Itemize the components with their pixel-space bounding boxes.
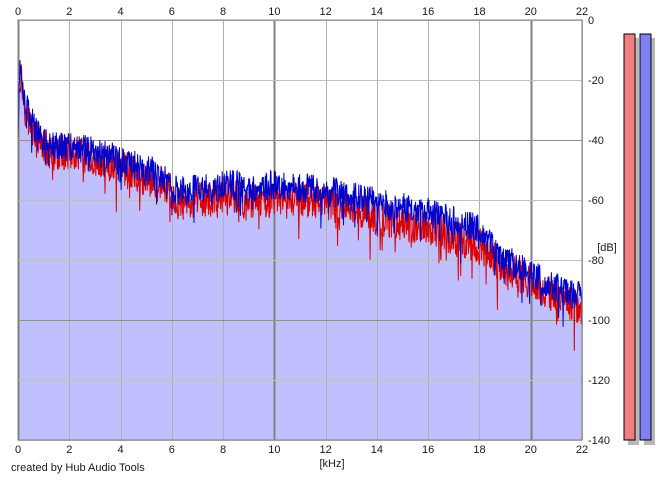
- x-tick-label-bottom-4: 8: [220, 444, 226, 456]
- x-tick-label-top-6: 12: [320, 6, 332, 18]
- x-tick-label-top-5: 10: [268, 6, 280, 18]
- x-tick-label-top-11: 22: [576, 6, 588, 18]
- x-tick-label-top-9: 18: [473, 6, 485, 18]
- x-tick-label-bottom-10: 20: [525, 444, 537, 456]
- x-tick-label-top-2: 4: [117, 6, 123, 18]
- x-tick-label-bottom-1: 2: [66, 444, 72, 456]
- x-tick-label-bottom-7: 14: [371, 444, 383, 456]
- y-tick-label-3: -60: [588, 195, 604, 207]
- x-tick-labels-top: 0 2 4 6 8 10 12 14 16 18 20 22: [15, 6, 588, 18]
- level-meter-left-bar: [623, 33, 636, 441]
- x-tick-labels-bottom: 0 2 4 6 8 10 12 14 16 18 20 22: [15, 444, 588, 456]
- spectrum-area-fill: [18, 60, 582, 440]
- y-tick-label-2: -40: [588, 135, 604, 147]
- y-tick-labels: 0 -20 -40 -60 -80 -100 -120 -140: [588, 15, 610, 447]
- x-tick-label-bottom-11: 22: [576, 444, 588, 456]
- y-tick-label-6: -120: [588, 375, 610, 387]
- credit-text: created by Hub Audio Tools: [11, 462, 145, 474]
- y-tick-label-1: -20: [588, 75, 604, 87]
- x-tick-label-top-0: 0: [15, 6, 21, 18]
- x-tick-label-top-4: 8: [220, 6, 226, 18]
- series-blue-line: [17, 60, 583, 327]
- plot-frame: [17, 19, 583, 441]
- y-axis-label: [dB]: [597, 242, 617, 254]
- y-tick-label-5: -100: [588, 315, 610, 327]
- x-axis-label: [kHz]: [319, 458, 344, 470]
- level-meter-right-bar: [639, 33, 652, 441]
- x-tick-label-top-8: 16: [422, 6, 434, 18]
- x-tick-label-bottom-6: 12: [320, 444, 332, 456]
- x-tick-label-bottom-8: 16: [422, 444, 434, 456]
- y-tick-label-0: 0: [588, 15, 594, 27]
- x-tick-label-top-3: 6: [169, 6, 175, 18]
- x-tick-label-bottom-9: 18: [473, 444, 485, 456]
- x-tick-label-bottom-2: 4: [117, 444, 123, 456]
- x-tick-label-top-10: 20: [525, 6, 537, 18]
- x-tick-label-bottom-0: 0: [15, 444, 21, 456]
- level-meter-right: [639, 33, 655, 445]
- y-tick-label-7: -140: [588, 435, 610, 447]
- x-tick-label-top-1: 2: [66, 6, 72, 18]
- level-meter-left: [623, 33, 639, 445]
- x-tick-label-bottom-5: 10: [268, 444, 280, 456]
- x-tick-label-bottom-3: 6: [169, 444, 175, 456]
- x-tick-label-top-7: 14: [371, 6, 383, 18]
- y-tick-label-4: -80: [588, 255, 604, 267]
